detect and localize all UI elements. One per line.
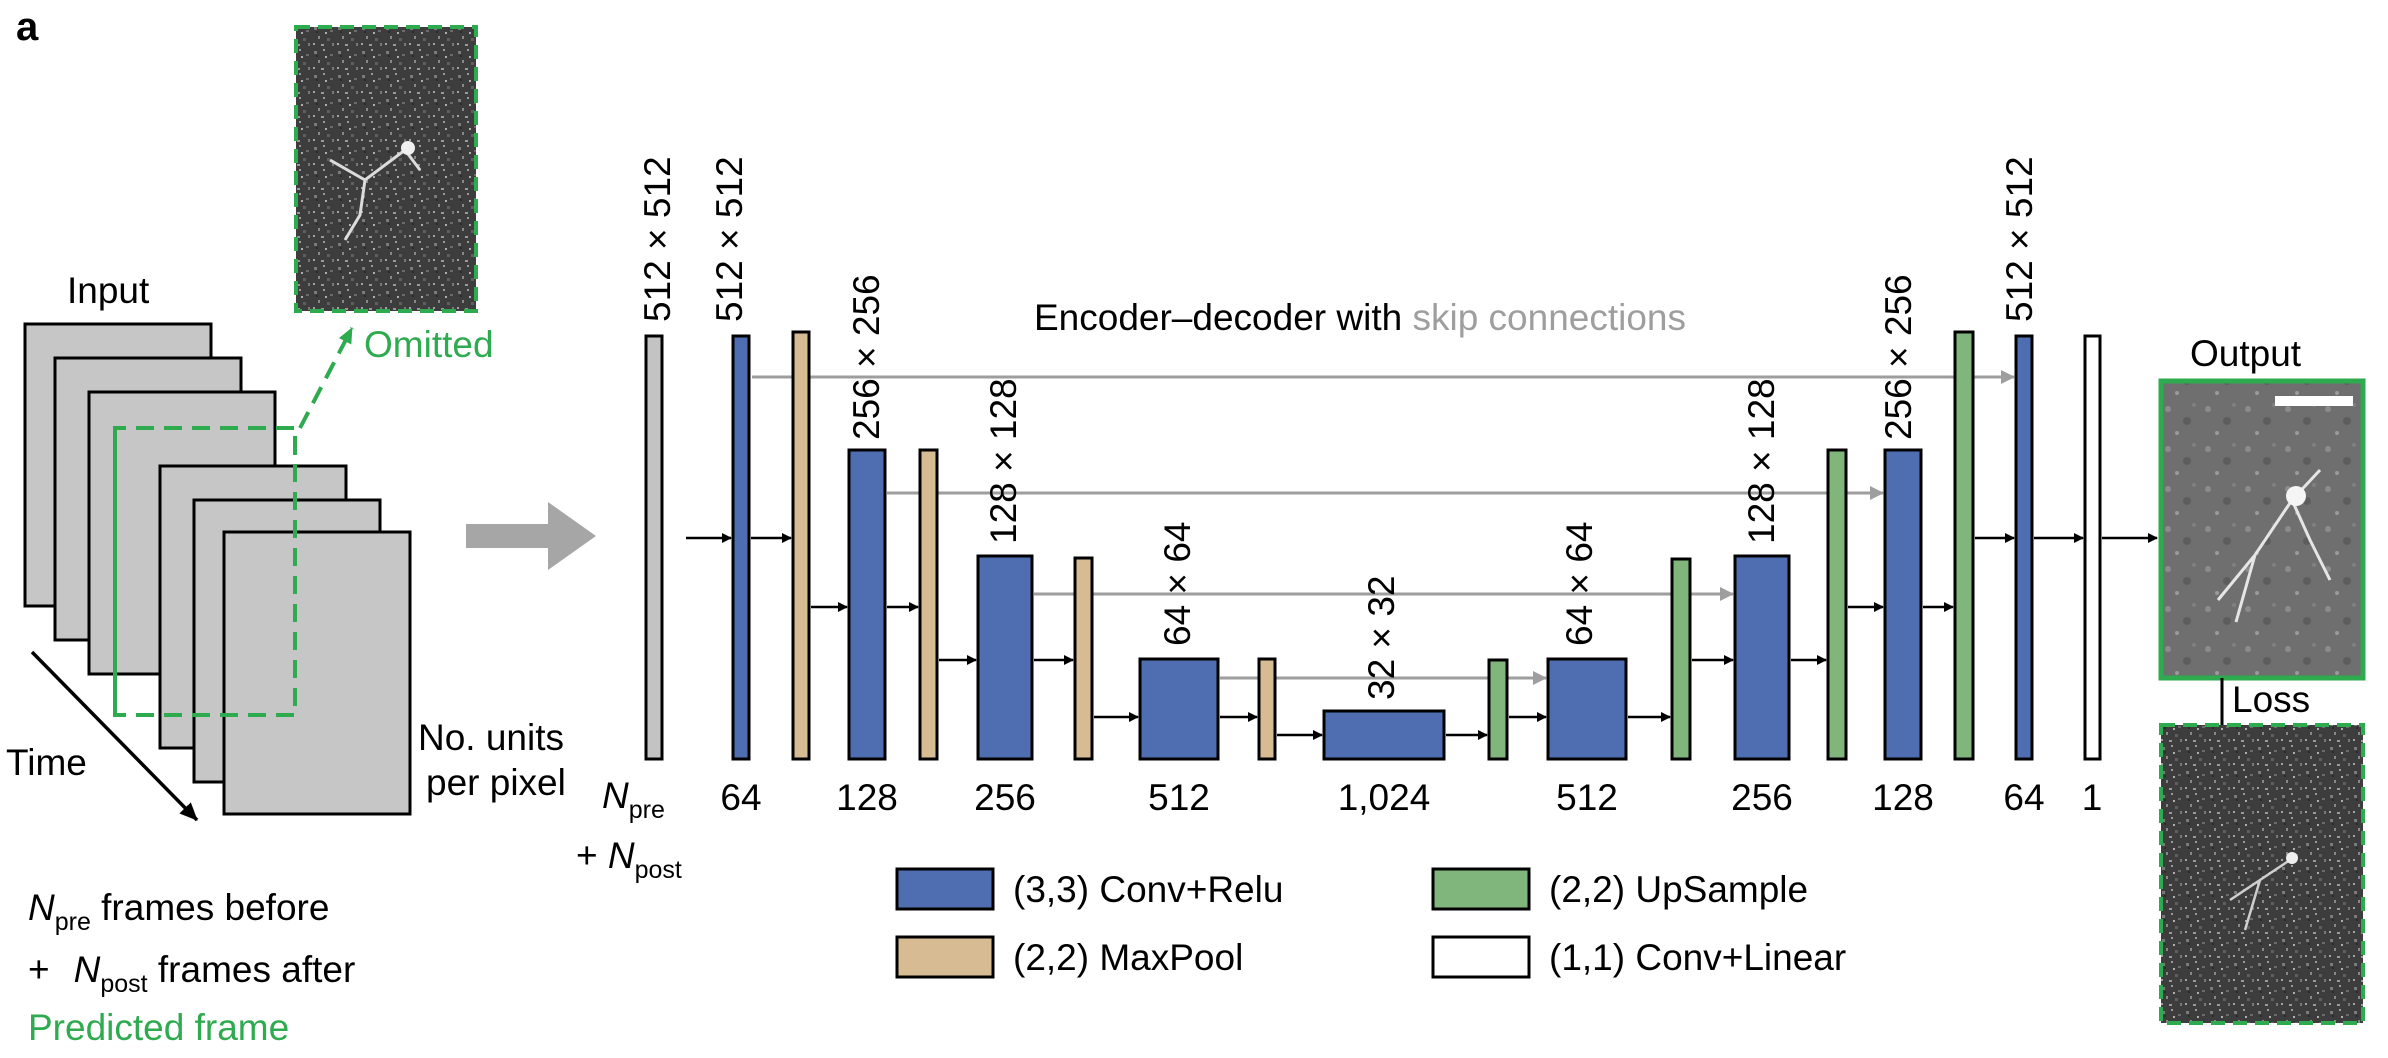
caption-line2: + Npost frames after — [28, 949, 355, 998]
legend-swatch — [1431, 867, 1531, 911]
conv-bar — [2014, 334, 2034, 761]
input-frame — [222, 530, 412, 816]
units-label-line2: per pixel — [426, 762, 566, 803]
caption-line1: Npre frames before — [28, 887, 329, 936]
caption-npost-sub: post — [100, 970, 147, 998]
legend-label: (2,2) MaxPool — [1013, 937, 1243, 978]
upsample-bar — [1487, 658, 1509, 761]
target-neuron-trace — [2229, 858, 2291, 931]
spatial-size-label: 256 × 256 — [1878, 274, 1919, 440]
units-label-line1: No. units — [418, 717, 564, 758]
caption-npost-symbol: N — [74, 949, 101, 990]
omitted-arrow — [298, 327, 354, 429]
spatial-size-label: 512 × 512 — [709, 156, 750, 322]
network-title: Encoder–decoder with skip connections — [1034, 297, 1686, 338]
output-title: Output — [2190, 333, 2302, 374]
conv-linear-bar — [2083, 334, 2102, 761]
maxpool-bar — [1073, 556, 1094, 761]
spatial-size-label: 512 × 512 — [1999, 156, 2040, 322]
channel-count-label: 64 — [2003, 777, 2044, 818]
conv-bar — [847, 448, 887, 761]
conv-bar — [1322, 709, 1446, 761]
input-bar — [644, 334, 664, 761]
network-title-skip: skip connections — [1412, 297, 1686, 338]
input-title: Input — [67, 270, 150, 311]
channel-count-label: 256 — [1731, 777, 1793, 818]
conv-bar — [731, 334, 751, 761]
conv-bar — [976, 554, 1034, 761]
layer-bars — [644, 330, 2102, 761]
input-npost-symbol: N — [608, 835, 635, 876]
input-frame-stack — [23, 322, 412, 816]
conv-bar — [1138, 657, 1220, 761]
caption-npre-symbol: N — [28, 887, 55, 928]
input-channels-line2: + Npost — [576, 835, 682, 884]
output-image — [2158, 378, 2366, 681]
channel-count-label: 256 — [974, 777, 1036, 818]
omitted-label: Omitted — [364, 324, 494, 365]
spatial-size-label: 128 × 128 — [1741, 378, 1782, 544]
spatial-size-label: 256 × 256 — [846, 274, 887, 440]
caption-line2-text: frames after — [148, 949, 356, 990]
spatial-size-label: 32 × 32 — [1361, 576, 1402, 700]
spatial-size-label: 64 × 64 — [1559, 522, 1600, 646]
channel-count-label: 512 — [1148, 777, 1210, 818]
caption-npre-sub: pre — [55, 908, 91, 936]
channel-count-label: 128 — [836, 777, 898, 818]
legend-label: (2,2) UpSample — [1549, 869, 1808, 910]
maxpool-bar — [1257, 657, 1277, 761]
conv-bar — [1883, 448, 1923, 761]
maxpool-bar — [918, 448, 939, 761]
forward-arrows — [686, 533, 2158, 740]
caption-plus: + — [28, 949, 50, 990]
layer-labels: 64 512 × 512 128 256 × 256 256 128 × 128 512 64… — [637, 156, 2102, 818]
channel-count-label: 512 — [1556, 777, 1618, 818]
channel-count-label: 64 — [720, 777, 761, 818]
input-size-label: 512 × 512 — [637, 156, 678, 322]
conv-bar — [1546, 657, 1628, 761]
network-title-main: Encoder–decoder with — [1034, 297, 1412, 338]
legend-label: (1,1) Conv+Linear — [1549, 937, 1846, 978]
input-channels-line1: Npre — [602, 775, 665, 824]
input-plus: + — [576, 835, 608, 876]
legend-swatch — [1431, 935, 1531, 979]
conv-bar — [1733, 554, 1791, 761]
upsample-bar — [1953, 330, 1975, 761]
input-npre-sub: pre — [629, 796, 665, 824]
legend-swatch — [895, 867, 995, 911]
legend-label: (3,3) Conv+Relu — [1013, 869, 1283, 910]
output-neuron-trace — [2216, 468, 2332, 623]
loss-label: Loss — [2232, 679, 2310, 720]
pipeline-arrow — [466, 502, 596, 570]
upsample-bar — [1826, 448, 1848, 761]
legend-swatch — [895, 935, 995, 979]
legend: (3,3) Conv+Relu (2,2) MaxPool (2,2) UpSamp… — [895, 867, 1846, 979]
input-npre-symbol: N — [602, 775, 629, 816]
predicted-frame-outline-lower — [113, 428, 297, 717]
target-neuron-soma — [2286, 852, 2298, 864]
channel-count-label: 128 — [1872, 777, 1934, 818]
input-npost-sub: post — [635, 856, 682, 884]
channel-count-label: 1,024 — [1338, 777, 1431, 818]
output-neuron-soma — [2286, 486, 2306, 506]
channel-count-label: 1 — [2082, 777, 2103, 818]
time-label: Time — [6, 742, 87, 783]
panel-label: a — [16, 5, 39, 49]
maxpool-bar — [791, 330, 811, 761]
omitted-neuron-soma — [401, 141, 415, 155]
omitted-frame-image — [294, 25, 478, 313]
caption-line1-text: frames before — [91, 887, 330, 928]
spatial-size-label: 64 × 64 — [1157, 522, 1198, 646]
spatial-size-label: 128 × 128 — [983, 378, 1024, 544]
target-frame-image — [2159, 723, 2365, 1025]
upsample-bar — [1670, 557, 1692, 761]
caption-predicted-frame: Predicted frame — [28, 1007, 289, 1048]
time-arrow — [30, 650, 199, 822]
scale-bar — [2275, 396, 2353, 406]
